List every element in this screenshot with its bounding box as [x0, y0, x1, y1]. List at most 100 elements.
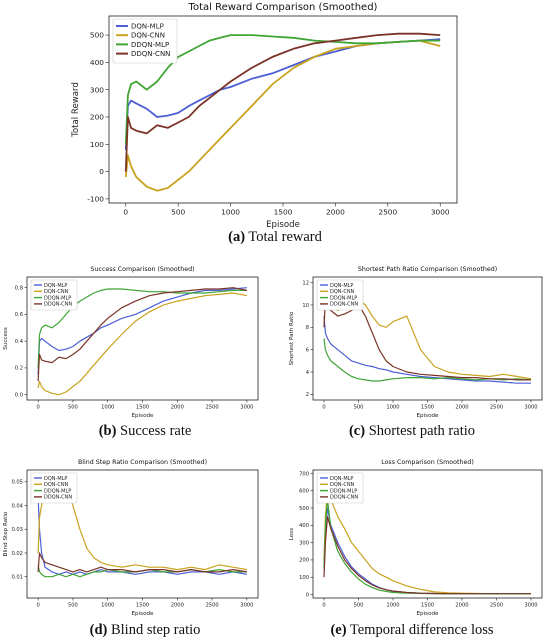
x-tick-label: 2500 [490, 405, 503, 411]
y-axis-label: Total Reward [71, 82, 81, 138]
legend-label: DDQN-CNN [131, 50, 170, 58]
legend-label: DDQN-MLP [330, 295, 357, 301]
series-line-ddqn-cnn [323, 298, 531, 381]
y-tick-label: 400 [299, 523, 309, 529]
x-tick-label: 0 [36, 603, 39, 609]
caption-text: Success rate [116, 423, 191, 439]
legend-label: DDQN-MLP [330, 488, 357, 494]
legend-box [30, 279, 78, 311]
x-tick-label: 2000 [171, 405, 184, 411]
caption-text: Blind step ratio [107, 622, 200, 638]
x-tick-label: 1000 [386, 603, 399, 609]
y-tick-label: 10 [302, 303, 309, 309]
legend-label: DQN-MLP [330, 476, 353, 482]
x-axis-label: Episode [132, 413, 155, 419]
x-tick-label: 500 [171, 208, 185, 217]
y-tick-label: 0.6 [15, 312, 23, 318]
y-tick-label: 0 [306, 592, 309, 598]
legend-label: DQN-CNN [44, 289, 69, 295]
chart-title: Success Comparison (Smoothed) [90, 266, 194, 273]
y-tick-label: 0.03 [11, 527, 23, 533]
x-tick-label: 500 [68, 405, 78, 411]
y-axis-label: Blind Step Ratio [3, 511, 9, 556]
y-tick-label: 100 [90, 140, 104, 149]
y-axis-label: Success [3, 327, 9, 350]
series-group [323, 490, 531, 595]
x-axis-label: Episode [417, 413, 440, 419]
x-tick-label: 3000 [431, 208, 450, 217]
y-tick-label: 400 [90, 58, 104, 67]
series-group [37, 287, 248, 396]
series-line-dqn-mlp [323, 507, 531, 595]
y-tick-label: 0.8 [15, 285, 23, 291]
x-tick-label: 1500 [136, 603, 149, 609]
x-tick-label: 1500 [274, 208, 293, 217]
x-tick-label: 1000 [101, 405, 114, 411]
series-line-ddqn-cnn [37, 552, 247, 573]
y-tick-label: 6 [306, 347, 309, 353]
series-line-dqn-cnn [323, 490, 531, 595]
x-tick-label: 3000 [524, 603, 537, 609]
figure-caption: (e) Temporal difference loss [330, 622, 493, 638]
legend-box [316, 472, 364, 504]
y-tick-label: 100 [299, 575, 309, 581]
y-tick-label: 0.04 [11, 503, 23, 509]
x-tick-label: 2500 [378, 208, 397, 217]
legend-label: DQN-MLP [44, 476, 67, 482]
legend-box [30, 472, 78, 504]
series-line-ddqn-cnn [37, 287, 248, 382]
series-line-dqn-cnn [37, 292, 248, 396]
y-tick-label: 0.01 [11, 574, 23, 580]
x-tick-label: 2000 [455, 603, 468, 609]
figure-caption: (d) Blind step ratio [90, 622, 201, 638]
y-tick-label: 8 [306, 325, 309, 331]
chart-panel-4: Loss Comparison (Smoothed)0 500 1000 1500 20… [289, 459, 543, 638]
y-tick-label: 300 [90, 85, 104, 94]
y-tick-label: 600 [299, 489, 309, 495]
y-tick-label: 0.05 [11, 480, 23, 486]
x-tick-label: 0 [123, 208, 128, 217]
legend-label: DDQN-CNN [330, 495, 358, 501]
series-line-dqn-cnn [323, 298, 532, 380]
y-tick-label: 700 [299, 471, 309, 477]
caption-label: (b) [99, 423, 117, 439]
series-line-dqn-mlp [323, 316, 531, 384]
x-tick-label: 2000 [455, 405, 468, 411]
legend-box [316, 279, 364, 311]
series-line-ddqn-mlp [323, 338, 532, 382]
series-line-ddqn-cnn [124, 32, 441, 172]
x-tick-label: 2500 [205, 405, 218, 411]
series-group [124, 32, 441, 192]
x-tick-label: 1000 [221, 208, 240, 217]
legend-label: DDQN-CNN [44, 302, 72, 308]
y-tick-label: 0.4 [15, 339, 24, 345]
x-tick-label: 500 [354, 405, 364, 411]
x-tick-label: 1500 [421, 405, 434, 411]
chart-panel-1: Success Comparison (Smoothed) 0 500 1000 150… [3, 266, 259, 439]
series-line-ddqn-cnn [323, 516, 531, 595]
chart-title: Shortest Path Ratio Comparison (Smoothed… [358, 266, 497, 273]
x-tick-label: 3000 [240, 405, 253, 411]
y-tick-label: 12 [302, 280, 309, 286]
y-axis-label: Loss [289, 528, 295, 540]
series-line-ddqn-mlp [37, 288, 247, 368]
x-tick-label: 1000 [101, 603, 114, 609]
legend-label: DDQN-CNN [44, 495, 72, 501]
y-tick-label: 500 [299, 506, 309, 512]
y-tick-label: 4 [306, 370, 310, 376]
chart-panel-2: Shortest Path Ratio Comparison (Smoothed… [289, 266, 543, 439]
legend-label: DQN-MLP [330, 283, 353, 289]
x-tick-label: 3000 [240, 603, 253, 609]
y-tick-label: 200 [90, 113, 104, 122]
y-tick-label: 2 [306, 392, 309, 398]
y-tick-label: 0.2 [15, 366, 23, 372]
series-line-dqn-mlp [37, 287, 247, 375]
y-tick-label: 0.02 [11, 551, 23, 557]
x-tick-label: 2000 [326, 208, 345, 217]
x-tick-label: 1500 [421, 603, 434, 609]
chart-panel-0: Total Reward Comparison (Smoothed) 0 500 10… [71, 2, 458, 245]
x-tick-label: 0 [36, 405, 39, 411]
